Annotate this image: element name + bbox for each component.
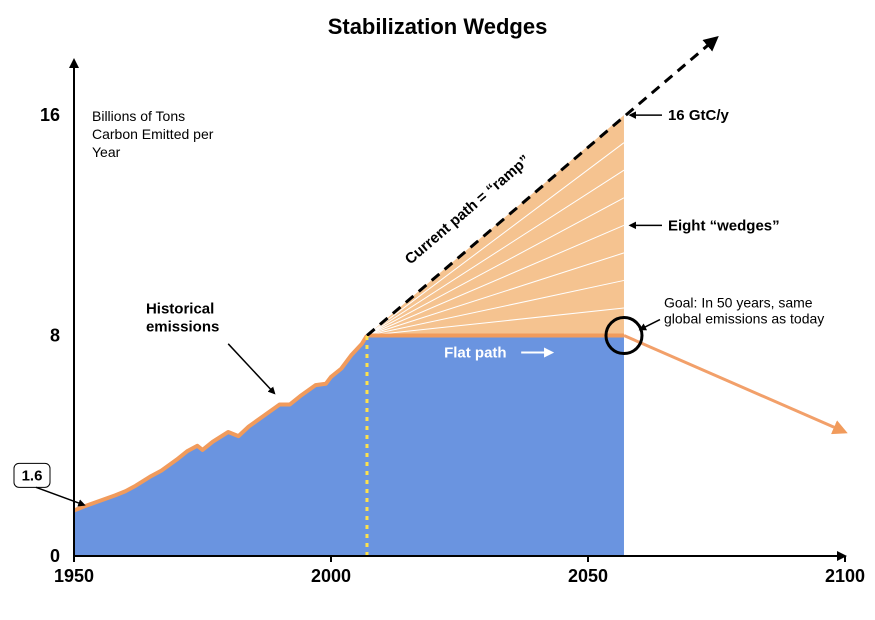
- x-tick-label: 1950: [54, 566, 94, 586]
- goal-label: Goal: In 50 years, same: [664, 295, 813, 311]
- start-value-arrow: [36, 487, 84, 505]
- x-tick-label: 2000: [311, 566, 351, 586]
- wedge-area: [367, 115, 624, 335]
- historical-label: Historical: [146, 301, 214, 318]
- start-value: 1.6: [22, 467, 43, 484]
- historical-label: emissions: [146, 319, 219, 336]
- y-tick-label: 16: [40, 105, 60, 125]
- goal-arrow: [640, 320, 660, 330]
- goal-label: global emissions as today: [664, 311, 824, 327]
- historical-arrow: [228, 344, 274, 394]
- y-axis-subtitle: Carbon Emitted per: [92, 126, 214, 142]
- flat-path-label: Flat path: [444, 345, 507, 362]
- y-tick-label: 0: [50, 546, 60, 566]
- historical-area: [74, 336, 624, 556]
- chart-title: Stabilization Wedges: [328, 14, 548, 39]
- y-tick-label: 8: [50, 326, 60, 346]
- wedges-label: Eight “wedges”: [668, 217, 780, 234]
- x-tick-label: 2050: [568, 566, 608, 586]
- y-axis-subtitle: Year: [92, 144, 121, 160]
- x-tick-label: 2100: [825, 566, 865, 586]
- gtc-label: 16 GtC/y: [668, 107, 730, 124]
- decline-arrow: [624, 336, 845, 432]
- y-axis-subtitle: Billions of Tons: [92, 108, 185, 124]
